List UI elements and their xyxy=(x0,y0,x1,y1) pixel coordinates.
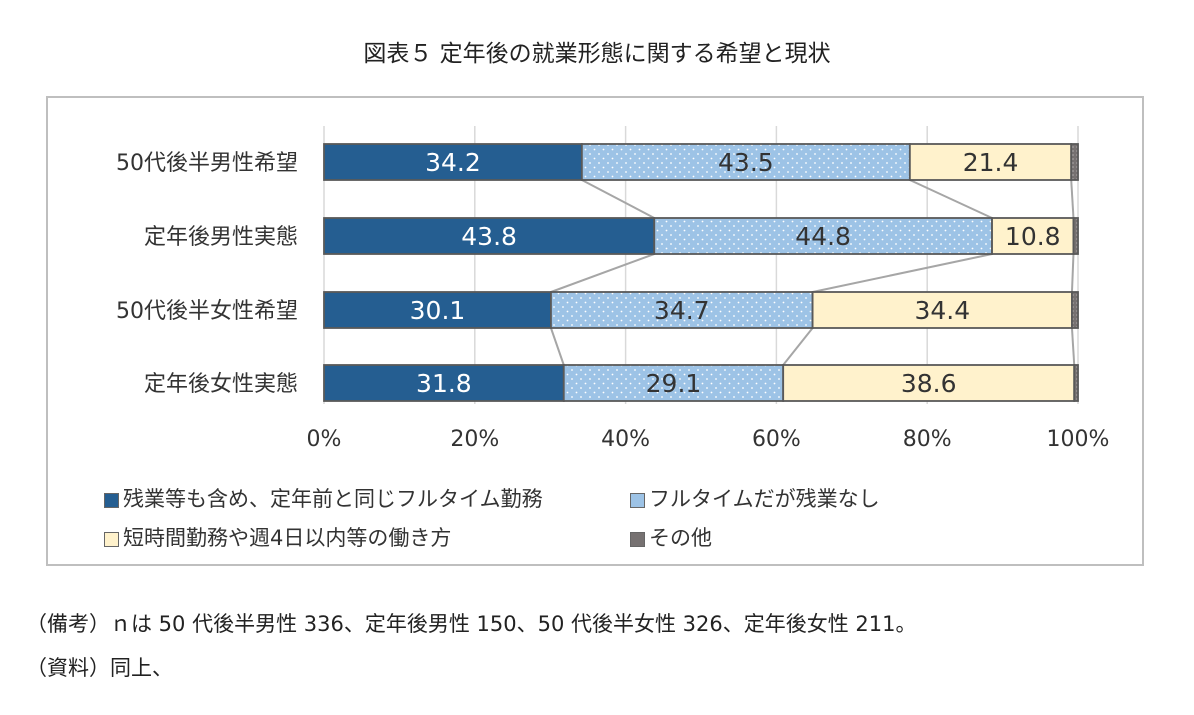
series-line xyxy=(581,179,655,219)
data-label: 31.8 xyxy=(416,369,472,398)
bar-segment xyxy=(653,217,993,255)
legend-label-other: その他 xyxy=(649,526,712,550)
data-labels: 34.2 43.5 21.4 43.8 44.8 10.8 30.1 34.7 34.4 31.8… xyxy=(410,148,1061,398)
data-label: 43.8 xyxy=(461,222,517,251)
legend-label-fulltime: 残業等も含め、定年前と同じフルタイム勤務 xyxy=(123,487,543,511)
chart-frame: 34.2 43.5 21.4 43.8 44.8 10.8 30.1 34.7 34.4 31.8… xyxy=(46,96,1144,566)
bar-segment xyxy=(323,291,552,329)
legend-item-fulltime: 残業等も含め、定年前と同じフルタイム勤務 xyxy=(104,483,543,513)
bar-segment xyxy=(1072,217,1079,255)
data-label: 29.1 xyxy=(646,369,702,398)
series-lines xyxy=(550,179,1076,366)
bar-segment xyxy=(811,291,1073,329)
data-label: 34.4 xyxy=(914,296,970,325)
data-label: 10.8 xyxy=(1005,222,1061,251)
category-label: 定年後女性実態 xyxy=(144,372,298,397)
legend-swatch-fulltime xyxy=(104,492,119,508)
legend-label-no-overtime: フルタイムだが残業なし xyxy=(649,487,880,511)
legend-item-other: その他 xyxy=(630,522,712,552)
data-label: 30.1 xyxy=(410,296,466,325)
x-tick-label: 100% xyxy=(1047,427,1110,452)
series-line xyxy=(1070,253,1075,293)
series-line xyxy=(812,253,993,293)
x-tick-label: 80% xyxy=(903,427,952,452)
bar-segment xyxy=(323,217,656,255)
bar-chart: 34.2 43.5 21.4 43.8 44.8 10.8 30.1 34.7 34.4 31.8… xyxy=(116,126,1110,452)
bar-segment xyxy=(323,143,583,181)
bar-segment xyxy=(1073,364,1079,402)
series-line xyxy=(1070,179,1075,219)
note-source: （資料）同上、 xyxy=(26,656,173,680)
bar-segment xyxy=(562,364,785,402)
data-label: 34.2 xyxy=(425,148,481,177)
x-tick-label: 60% xyxy=(752,427,801,452)
x-tick-labels: 0% 20% 40% 60% 80% 100% xyxy=(307,427,1110,452)
bar-segment xyxy=(1070,143,1079,181)
bar-segment xyxy=(1071,291,1079,329)
bars xyxy=(323,143,1079,402)
legend-item-short-hours: 短時間勤務や週4日以内等の働き方 xyxy=(104,522,451,552)
data-label: 34.7 xyxy=(654,296,710,325)
data-label: 43.5 xyxy=(718,148,774,177)
bar-segment xyxy=(991,217,1075,255)
category-label: 50代後半女性希望 xyxy=(116,299,298,324)
series-line xyxy=(782,327,814,366)
x-tick-label: 20% xyxy=(450,427,499,452)
legend-item-no-overtime: フルタイムだが残業なし xyxy=(630,483,880,513)
legend-swatch-no-overtime xyxy=(630,492,645,508)
legend-swatch-other xyxy=(630,531,645,547)
data-label: 44.8 xyxy=(795,222,851,251)
series-line xyxy=(909,179,993,219)
data-label: 21.4 xyxy=(963,148,1019,177)
series-line xyxy=(550,327,565,366)
legend-label-short-hours: 短時間勤務や週4日以内等の働き方 xyxy=(123,526,452,550)
bar-segment xyxy=(323,364,565,402)
chart-title: 図表５ 定年後の就業形態に関する希望と現状 xyxy=(363,41,831,67)
series-line xyxy=(550,253,655,293)
x-tick-label: 0% xyxy=(307,427,342,452)
data-label: 38.6 xyxy=(901,369,957,398)
x-tick-label: 40% xyxy=(601,427,650,452)
note-remarks: （備考）ｎは 50 代後半男性 336、定年後男性 150、50 代後半女性 3… xyxy=(26,612,917,636)
bar-segment xyxy=(908,143,1073,181)
category-label: 50代後半男性希望 xyxy=(116,151,298,176)
legend-swatch-short-hours xyxy=(104,531,119,547)
series-line xyxy=(1070,327,1076,366)
category-label: 定年後男性実態 xyxy=(144,225,298,250)
